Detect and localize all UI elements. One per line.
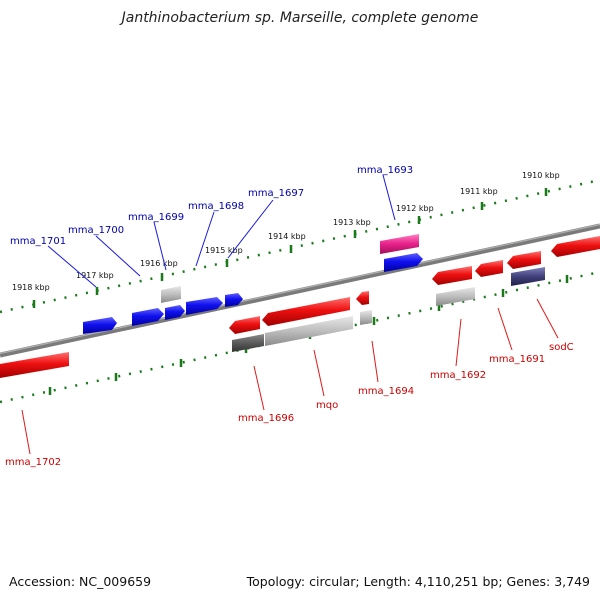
gene-dark-rev-1[interactable] (232, 334, 264, 352)
label-mqo[interactable]: mqo (316, 400, 338, 411)
top-major-ticks (32, 188, 548, 308)
tick-label-1912: 1912 kbp (396, 204, 434, 213)
gene-sodC-purple[interactable] (511, 267, 545, 286)
label-mma_1701[interactable]: mma_1701 (10, 236, 66, 247)
gene-mqo[interactable] (262, 297, 350, 326)
tick-label-1917: 1917 kbp (76, 271, 114, 280)
tick-label-1910: 1910 kbp (522, 171, 560, 180)
reverse-leader-lines (21, 298, 559, 455)
tick-label-1913: 1913 kbp (333, 218, 371, 227)
gene-mma_1693-highlight[interactable] (380, 234, 419, 254)
label-mma_1693[interactable]: mma_1693 (357, 165, 413, 176)
label-mma_1698[interactable]: mma_1698 (188, 201, 244, 212)
gene-mma_1701[interactable] (83, 317, 117, 334)
tick-label-1918: 1918 kbp (12, 283, 50, 292)
gene-mma_1698[interactable] (186, 297, 223, 315)
label-mma_1700[interactable]: mma_1700 (68, 225, 124, 236)
gene-mma_1696[interactable] (229, 316, 260, 334)
gene-mma_1697[interactable] (225, 293, 243, 307)
genome-backbone (0, 223, 600, 358)
label-mma_1696[interactable]: mma_1696 (238, 413, 294, 424)
gene-mma_1693[interactable] (384, 253, 423, 272)
label-sodC[interactable]: sodC (549, 342, 574, 353)
tick-label-1911: 1911 kbp (460, 187, 498, 196)
forward-leader-lines (47, 174, 396, 288)
label-mma_1699[interactable]: mma_1699 (128, 212, 184, 223)
gene-mma_1692[interactable] (432, 266, 472, 285)
gene-grey-fwd-1[interactable] (161, 286, 181, 303)
genome-summary-text: Topology: circular; Length: 4,110,251 bp… (246, 574, 590, 589)
gene-sodC[interactable] (507, 251, 541, 269)
tick-label-1915: 1915 kbp (205, 246, 243, 255)
label-mma_1692[interactable]: mma_1692 (430, 370, 486, 381)
gene-mma_1694[interactable] (356, 291, 369, 305)
gene-mma_1700[interactable] (132, 308, 164, 326)
gene-grey-rev-small[interactable] (360, 310, 372, 325)
accession-text: Accession: NC_009659 (9, 574, 152, 589)
reverse-genes (0, 236, 600, 378)
gene-mma_1702[interactable] (0, 352, 69, 378)
tick-label-1916: 1916 kbp (140, 259, 178, 268)
gene-reverse-right-edge[interactable] (551, 236, 600, 257)
gene-mma_1691[interactable] (475, 260, 503, 277)
gene-mma_1699[interactable] (165, 305, 185, 320)
forward-genes (83, 253, 423, 334)
tick-label-1914: 1914 kbp (268, 232, 306, 241)
label-mma_1694[interactable]: mma_1694 (358, 386, 414, 397)
gene-grey-rev-mqo[interactable] (265, 316, 353, 346)
gene-grey-rev-1692[interactable] (436, 287, 475, 306)
label-mma_1697[interactable]: mma_1697 (248, 188, 304, 199)
label-mma_1691[interactable]: mma_1691 (489, 354, 545, 365)
map-title: Janthinobacterium sp. Marseille, complet… (121, 10, 479, 26)
label-mma_1702[interactable]: mma_1702 (5, 457, 61, 468)
